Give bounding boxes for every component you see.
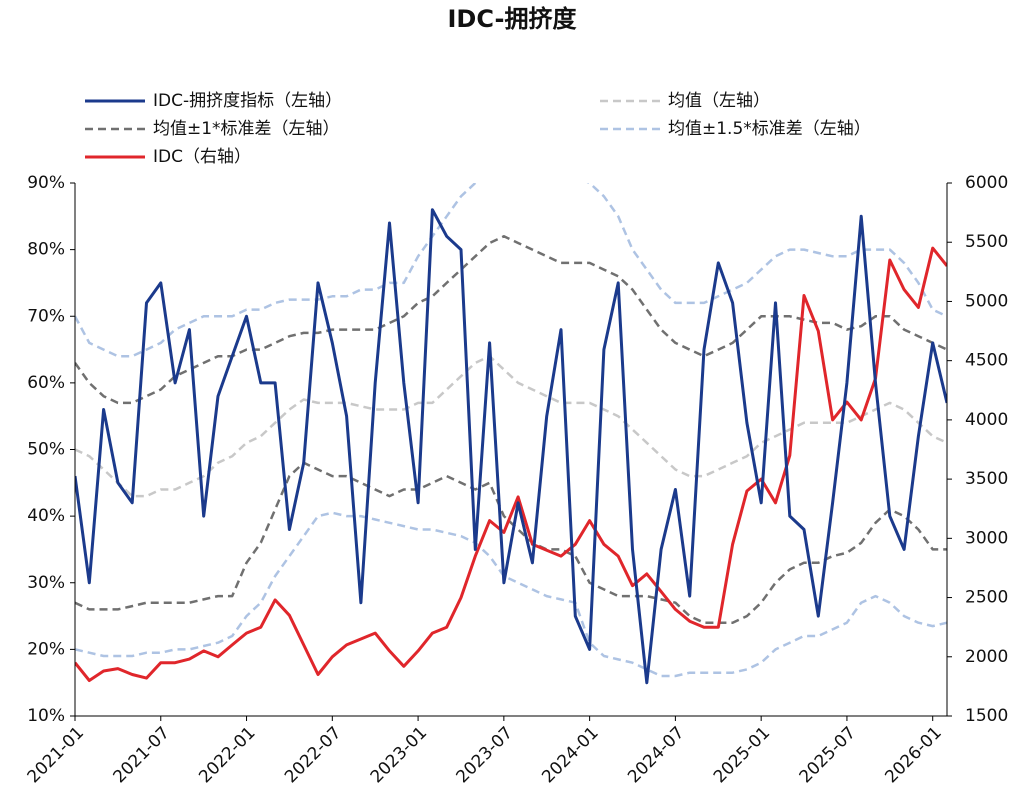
legend-label: IDC-拥挤度指标（左轴）	[153, 91, 342, 111]
y-tick-label: 60%	[27, 373, 65, 393]
plot-area	[75, 183, 947, 685]
y2-tick-label: 3500	[965, 469, 1008, 489]
x-tick-label: 2023-01	[367, 723, 431, 787]
x-tick-label: 2025-07	[796, 723, 860, 787]
series-line	[75, 208, 947, 685]
y-tick-label: 30%	[27, 573, 65, 593]
legend-label: 均值±1.5*标准差（左轴）	[668, 119, 871, 139]
y2-tick-label: 3000	[965, 528, 1008, 548]
series-line	[75, 246, 947, 682]
y-tick-label: 20%	[27, 639, 65, 659]
x-tick-label: 2021-07	[109, 723, 173, 787]
y2-tick-label: 2500	[965, 588, 1008, 608]
y-tick-label: 10%	[27, 706, 65, 726]
y-tick-label: 40%	[27, 506, 65, 526]
x-tick-label: 2022-07	[281, 723, 345, 787]
x-tick-label: 2026-01	[881, 723, 945, 787]
x-tick-label: 2024-07	[624, 723, 688, 787]
x-tick-label: 2024-01	[538, 723, 602, 787]
y2-tick-label: 1500	[965, 706, 1008, 726]
series-line	[75, 461, 947, 624]
legend-label: IDC（右轴）	[153, 147, 251, 167]
series-line	[75, 354, 947, 498]
x-tick-label: 2022-01	[195, 723, 259, 787]
x-tick-label: 2025-01	[710, 723, 774, 787]
y2-tick-label: 5500	[965, 232, 1008, 252]
x-tick-label: 2021-01	[24, 723, 88, 787]
y-tick-label: 50%	[27, 440, 65, 460]
y2-tick-label: 2000	[965, 647, 1008, 667]
y-tick-label: 70%	[27, 306, 65, 326]
y2-tick-label: 5000	[965, 291, 1008, 311]
y2-tick-label: 4500	[965, 351, 1008, 371]
series-line	[75, 511, 947, 678]
series-line	[75, 183, 947, 358]
legend-label: 均值±1*标准差（左轴）	[153, 119, 340, 139]
y-tick-label: 80%	[27, 240, 65, 260]
y-tick-label: 90%	[27, 173, 65, 193]
y2-tick-label: 4000	[965, 410, 1008, 430]
chart-title: IDC-拥挤度	[448, 5, 578, 33]
y2-tick-label: 6000	[965, 173, 1008, 193]
x-tick-label: 2023-07	[453, 723, 517, 787]
legend-label: 均值（左轴）	[668, 91, 770, 111]
